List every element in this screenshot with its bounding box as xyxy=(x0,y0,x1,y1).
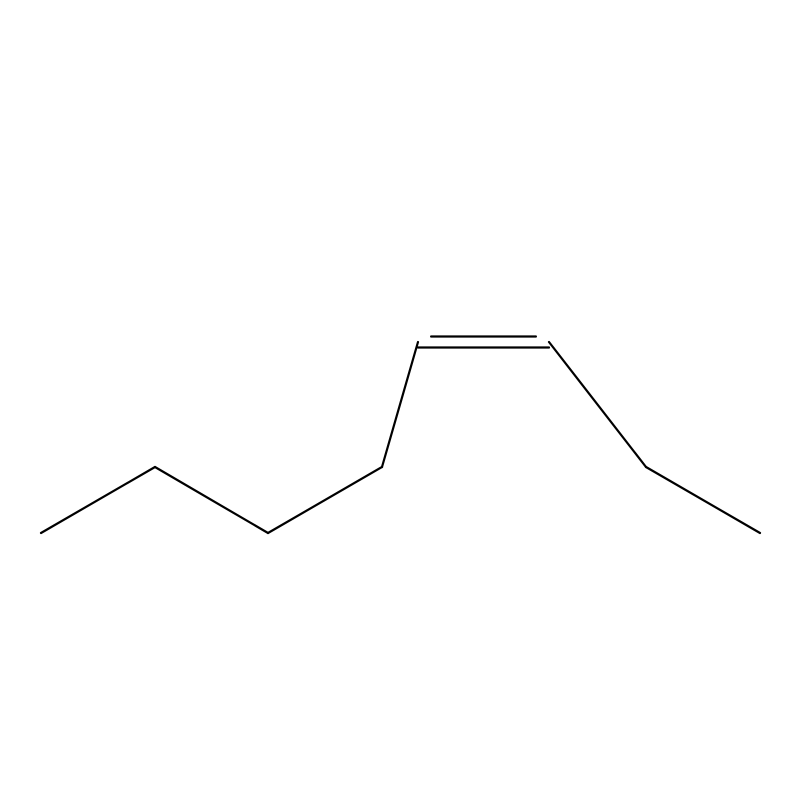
bond-line xyxy=(41,467,155,533)
bonds-group xyxy=(41,337,760,534)
molecule-canvas xyxy=(0,0,800,800)
bond-line xyxy=(268,467,382,533)
bond-line xyxy=(549,342,646,467)
bond-line xyxy=(155,467,268,533)
bond-line xyxy=(646,467,760,533)
bond-line xyxy=(382,342,418,467)
